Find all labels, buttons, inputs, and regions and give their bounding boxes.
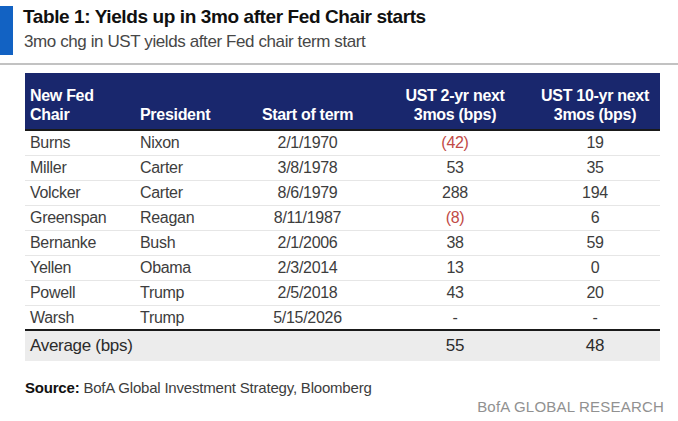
start-of-term-cell: 8/11/1987 <box>235 209 380 227</box>
table-row: Warsh Trump 5/15/2026 - - <box>25 306 660 331</box>
research-table-figure: Table 1: Yields up in 3mo after Fed Chai… <box>0 0 678 421</box>
ust-2yr-cell: 288 <box>380 184 530 202</box>
ust-2yr-cell: 43 <box>380 284 530 302</box>
brand-watermark: BofA GLOBAL RESEARCH <box>477 398 664 415</box>
source-note: Source: BofA Global Investment Strategy,… <box>25 379 372 396</box>
column-header-line: UST 10-yr next <box>530 87 660 106</box>
chair-cell: Burns <box>25 134 135 152</box>
average-ust-10yr: 48 <box>530 336 660 356</box>
start-of-term-cell: 3/8/1978 <box>235 159 380 177</box>
chair-cell: Greenspan <box>25 209 135 227</box>
column-header-start-of-term: Start of term <box>235 106 380 125</box>
ust-10yr-cell: 35 <box>530 159 660 177</box>
ust-2yr-cell: 13 <box>380 259 530 277</box>
table-subtitle: 3mo chg in UST yields after Fed chair te… <box>24 32 365 52</box>
table-row: Volcker Carter 8/6/1979 288 194 <box>25 181 660 206</box>
average-ust-2yr: 55 <box>380 336 530 356</box>
ust-10yr-cell: 194 <box>530 184 660 202</box>
ust-10yr-cell: 59 <box>530 234 660 252</box>
table-row: Miller Carter 3/8/1978 53 35 <box>25 156 660 181</box>
president-cell: Bush <box>135 234 235 252</box>
start-of-term-cell: 5/15/2026 <box>235 309 380 327</box>
ust-2yr-cell: 53 <box>380 159 530 177</box>
president-cell: Reagan <box>135 209 235 227</box>
president-cell: Carter <box>135 159 235 177</box>
chair-cell: Bernanke <box>25 234 135 252</box>
average-label: Average (bps) <box>25 336 380 356</box>
table-row: Greenspan Reagan 8/11/1987 (8) 6 <box>25 206 660 231</box>
yields-table: New Fed Chair President Start of term US… <box>25 73 660 361</box>
table-row: Yellen Obama 2/3/2014 13 0 <box>25 256 660 281</box>
accent-bar <box>0 6 13 55</box>
column-header-ust-10yr: UST 10-yr next 3mos (bps) <box>530 87 660 125</box>
table-row: Burns Nixon 2/1/1970 (42) 19 <box>25 131 660 156</box>
ust-10yr-cell: 20 <box>530 284 660 302</box>
column-header-line: UST 2-yr next <box>380 87 530 106</box>
start-of-term-cell: 2/3/2014 <box>235 259 380 277</box>
chair-cell: Yellen <box>25 259 135 277</box>
column-header-line: Start of term <box>235 106 380 125</box>
ust-2yr-cell: (42) <box>380 134 530 152</box>
president-cell: Trump <box>135 309 235 327</box>
average-row: Average (bps) 55 48 <box>25 331 660 361</box>
ust-10yr-cell: 19 <box>530 134 660 152</box>
column-header-chair: New Fed Chair <box>25 87 135 125</box>
ust-10yr-cell: - <box>530 309 660 327</box>
start-of-term-cell: 2/5/2018 <box>235 284 380 302</box>
column-header-line: President <box>140 106 235 125</box>
column-header-line: 3mos (bps) <box>380 106 530 125</box>
source-label: Source: <box>25 379 79 396</box>
chair-cell: Warsh <box>25 309 135 327</box>
ust-10yr-cell: 0 <box>530 259 660 277</box>
table-header-row: New Fed Chair President Start of term US… <box>25 73 660 131</box>
column-header-line: Chair <box>30 106 135 125</box>
start-of-term-cell: 8/6/1979 <box>235 184 380 202</box>
start-of-term-cell: 2/1/2006 <box>235 234 380 252</box>
ust-2yr-cell: 38 <box>380 234 530 252</box>
table-title: Table 1: Yields up in 3mo after Fed Chai… <box>23 6 426 28</box>
source-text: BofA Global Investment Strategy, Bloombe… <box>79 379 371 396</box>
start-of-term-cell: 2/1/1970 <box>235 134 380 152</box>
ust-10yr-cell: 6 <box>530 209 660 227</box>
chair-cell: Volcker <box>25 184 135 202</box>
ust-2yr-cell: (8) <box>380 209 530 227</box>
chair-cell: Powell <box>25 284 135 302</box>
president-cell: Obama <box>135 259 235 277</box>
column-header-president: President <box>135 106 235 125</box>
table-row: Bernanke Bush 2/1/2006 38 59 <box>25 231 660 256</box>
president-cell: Carter <box>135 184 235 202</box>
chair-cell: Miller <box>25 159 135 177</box>
column-header-line: New Fed <box>30 87 135 106</box>
table-row: Powell Trump 2/5/2018 43 20 <box>25 281 660 306</box>
column-header-line: 3mos (bps) <box>530 106 660 125</box>
president-cell: Nixon <box>135 134 235 152</box>
divider-line <box>0 63 678 65</box>
president-cell: Trump <box>135 284 235 302</box>
column-header-ust-2yr: UST 2-yr next 3mos (bps) <box>380 87 530 125</box>
ust-2yr-cell: - <box>380 309 530 327</box>
